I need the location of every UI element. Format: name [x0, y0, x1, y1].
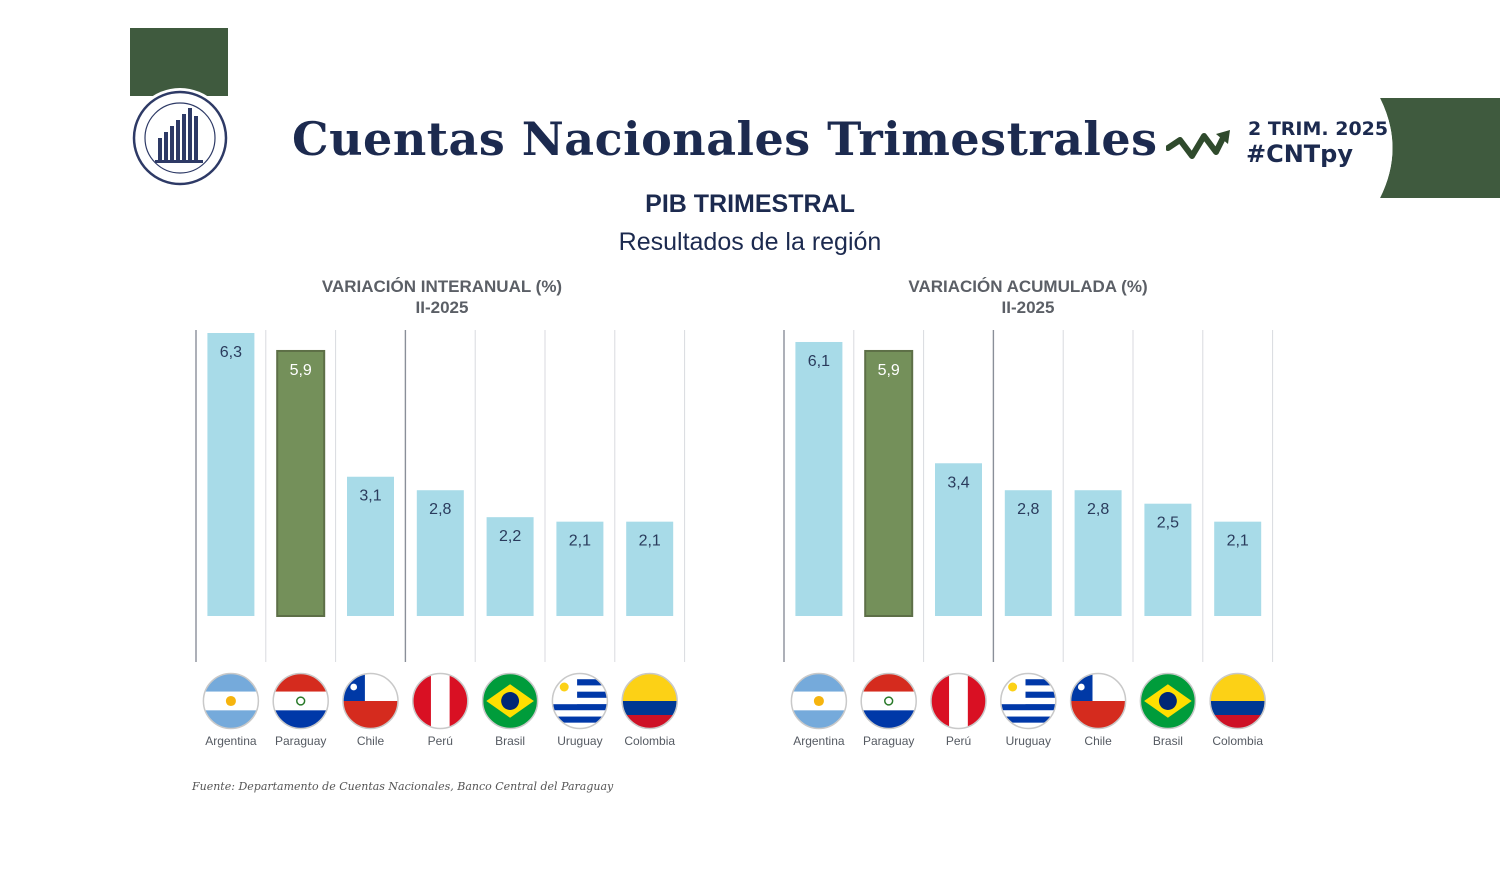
- flag-ring: [930, 672, 987, 730]
- bar-brasil: [486, 517, 534, 616]
- category-label: Paraguay: [863, 734, 914, 748]
- data-label: 2,8: [1087, 501, 1109, 518]
- trend-arrow-icon: [1166, 130, 1230, 159]
- bar-uruguay: [556, 521, 604, 616]
- hashtag-label: #CNTpy: [1246, 140, 1354, 168]
- bar-colombia: [626, 521, 674, 616]
- data-label: 2,5: [1157, 515, 1179, 532]
- chart-2-period: II-2025: [1001, 298, 1055, 317]
- flag-ring: [1000, 672, 1057, 730]
- chart-2: 6,1 Argentina 5,9 Paraguay 3,4 Perú 2,8 Uruguay…: [783, 330, 1274, 748]
- data-label: 2,8: [429, 501, 451, 518]
- bar-argentina: [795, 341, 843, 616]
- flag-ring: [860, 672, 917, 730]
- category-label: Chile: [357, 734, 385, 748]
- category-label: Brasil: [495, 734, 525, 748]
- bar-peru: [935, 463, 982, 616]
- data-label: 6,1: [808, 353, 830, 370]
- data-label: 5,9: [878, 362, 900, 379]
- section-title: PIB TRIMESTRAL: [645, 190, 855, 218]
- category-label: Argentina: [205, 734, 257, 748]
- category-label: Perú: [946, 734, 971, 748]
- category-label: Perú: [428, 734, 453, 748]
- data-label: 3,4: [947, 474, 969, 491]
- chart-1-period: II-2025: [415, 298, 469, 317]
- brasil-flag-icon: [482, 673, 539, 729]
- brand-tab: [130, 28, 228, 96]
- data-label: 2,1: [1227, 533, 1249, 550]
- flag-ring: [342, 672, 399, 730]
- chart-2-title-block: VARIACIÓN ACUMULADA (%) II-2025: [856, 276, 1200, 318]
- flag-ring: [202, 672, 260, 730]
- page-title: Cuentas Nacionales Trimestrales: [292, 112, 1158, 166]
- category-label: Colombia: [624, 734, 675, 748]
- category-label: Paraguay: [275, 734, 326, 748]
- category-label: Colombia: [1212, 734, 1263, 748]
- chart-2-title: VARIACIÓN ACUMULADA (%): [908, 277, 1148, 296]
- bar-brasil: [1144, 503, 1192, 616]
- flag-ring: [481, 672, 539, 730]
- bar-argentina: [207, 333, 255, 616]
- flag-ring: [790, 672, 848, 730]
- flag-ring: [412, 672, 469, 730]
- data-label: 2,1: [569, 533, 591, 550]
- data-label: 5,9: [290, 362, 312, 379]
- bar-paraguay: [276, 349, 326, 617]
- flag-ring: [272, 672, 329, 730]
- bar-uruguay: [1004, 490, 1052, 616]
- data-label: 2,1: [639, 533, 661, 550]
- bar-chile: [1074, 490, 1122, 616]
- bar-chile: [347, 476, 394, 616]
- section-subtitle: Resultados de la región: [618, 228, 882, 256]
- flag-ring: [621, 672, 678, 730]
- category-label: Chile: [1084, 734, 1112, 748]
- period-badge-band: [1240, 98, 1500, 198]
- category-label: Uruguay: [557, 734, 602, 748]
- chart-1-title: VARIACIÓN INTERANUAL (%): [321, 277, 563, 296]
- period-label: 2 TRIM. 2025: [1248, 118, 1389, 140]
- flag-ring: [551, 672, 609, 730]
- data-label: 2,2: [499, 528, 521, 545]
- brasil-flag-icon: [1139, 673, 1196, 729]
- flag-ring: [1209, 672, 1266, 730]
- data-label: 3,1: [359, 488, 381, 505]
- bar-peru: [416, 490, 464, 616]
- chart-1-title-block: VARIACIÓN INTERANUAL (%) II-2025: [270, 276, 614, 318]
- central-bank-logo-icon: [130, 88, 230, 188]
- category-label: Brasil: [1153, 734, 1183, 748]
- category-label: Argentina: [793, 734, 845, 748]
- category-label: Uruguay: [1006, 734, 1051, 748]
- chart-1: 6,3 Argentina 5,9 Paraguay 3,1 Chile 2,8 Perú 2,…: [195, 330, 686, 748]
- data-label: 2,8: [1017, 501, 1039, 518]
- bar-colombia: [1214, 521, 1262, 616]
- data-label: 6,3: [220, 344, 242, 361]
- flag-ring: [1139, 672, 1197, 730]
- flag-ring: [1069, 672, 1127, 730]
- source-note: Fuente: Departamento de Cuentas Nacional…: [192, 780, 614, 793]
- bar-paraguay: [864, 349, 914, 617]
